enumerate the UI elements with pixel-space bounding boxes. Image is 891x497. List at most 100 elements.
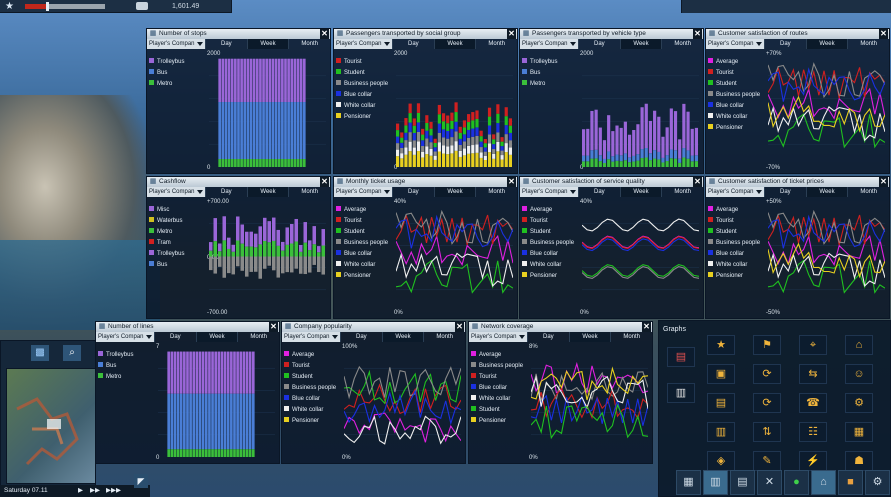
legend-item[interactable]: Bus [522, 68, 580, 79]
legend-item[interactable]: Student [471, 405, 529, 416]
legend-item[interactable]: Blue collar [336, 90, 394, 101]
legend-item[interactable]: Student [284, 372, 342, 383]
rating-knob[interactable] [46, 2, 49, 11]
legend-item[interactable]: Student [336, 68, 394, 79]
legend-item[interactable]: Average [336, 205, 394, 216]
company-select[interactable]: Player's Compan [706, 187, 764, 197]
legend-item[interactable]: Tourist [708, 68, 766, 79]
legend-item[interactable]: Business people [708, 238, 766, 249]
tab-week[interactable]: Week [246, 39, 289, 49]
legend-item[interactable]: Average [708, 205, 766, 216]
tab-day[interactable]: Day [392, 39, 434, 49]
close-icon[interactable]: ✕ [879, 177, 888, 187]
legend-item[interactable]: Trolleybus [522, 57, 580, 68]
graph-button-icon[interactable]: ⚡ [799, 451, 827, 471]
tab-month[interactable]: Month [610, 332, 652, 342]
tab-week[interactable]: Week [619, 187, 662, 197]
vehicle-icon[interactable]: ● [784, 470, 809, 495]
legend-item[interactable]: Bus [149, 68, 207, 79]
graph-button-icon[interactable]: ✎ [753, 451, 781, 471]
graph-button-icon[interactable]: ▥ [707, 422, 735, 442]
map-toggle-icon[interactable]: ▩ [31, 345, 49, 361]
graph-button-icon[interactable]: ⌖ [799, 335, 827, 355]
tab-month[interactable]: Month [288, 39, 330, 49]
legend-item[interactable]: Student [708, 227, 766, 238]
legend-item[interactable]: Misc [149, 205, 207, 216]
legend-item[interactable]: White collar [336, 101, 394, 112]
tab-day[interactable]: Day [578, 39, 620, 49]
briefcase-icon[interactable]: ■ [838, 470, 863, 495]
legend-item[interactable]: Blue collar [336, 249, 394, 260]
company-select[interactable]: Player's Compan [469, 332, 527, 342]
graph-button-icon[interactable]: ☷ [799, 422, 827, 442]
close-icon[interactable]: ✕ [693, 177, 702, 187]
company-select[interactable]: Player's Compan [520, 187, 578, 197]
graph-button-icon[interactable]: ☗ [845, 451, 873, 471]
tab-day[interactable]: Day [527, 332, 569, 342]
tab-day[interactable]: Day [205, 39, 247, 49]
minimap[interactable] [6, 368, 96, 484]
settings-icon[interactable]: ⚙ [865, 470, 890, 495]
legend-item[interactable]: White collar [471, 394, 529, 405]
legend-item[interactable]: Blue collar [708, 249, 766, 260]
close-icon[interactable]: ✕ [642, 322, 651, 332]
tab-day[interactable]: Day [154, 332, 196, 342]
legend-item[interactable]: Average [522, 205, 580, 216]
play-icon[interactable]: ▶ [78, 487, 83, 494]
close-icon[interactable]: ✕ [269, 322, 278, 332]
company-select[interactable]: Player's Compan [520, 39, 578, 49]
legend-item[interactable]: Metro [98, 372, 156, 383]
graph-button-icon[interactable]: ☎ [799, 393, 827, 413]
graph-button-icon[interactable]: ⌂ [845, 335, 873, 355]
legend-item[interactable]: Average [471, 350, 529, 361]
tab-week[interactable]: Week [246, 187, 289, 197]
graph-side-icon[interactable]: ▤ [667, 347, 695, 367]
close-icon[interactable]: ✕ [879, 29, 888, 39]
tab-month[interactable]: Month [847, 39, 889, 49]
legend-item[interactable]: Trolleybus [149, 249, 207, 260]
zoom-icon[interactable]: ⌕ [63, 345, 81, 361]
tab-day[interactable]: Day [764, 187, 806, 197]
panel-title[interactable]: ▦ Network coverage [469, 322, 652, 332]
graph-button-icon[interactable]: ⇆ [799, 364, 827, 384]
legend-item[interactable]: Pensioner [708, 271, 766, 282]
tab-week[interactable]: Week [568, 332, 611, 342]
legend-item[interactable]: Metro [149, 79, 207, 90]
graph-button-icon[interactable]: ⇅ [753, 422, 781, 442]
panel-title[interactable]: ▦ Customer satisfaction of ticket prices [706, 177, 889, 187]
tab-month[interactable]: Month [661, 187, 703, 197]
tab-month[interactable]: Month [847, 187, 889, 197]
legend-item[interactable]: White collar [708, 260, 766, 271]
close-icon[interactable]: ✕ [693, 29, 702, 39]
tab-week[interactable]: Week [805, 39, 848, 49]
panel-title[interactable]: ▦ Cashflow [147, 177, 330, 187]
graph-button-icon[interactable]: ⚑ [753, 335, 781, 355]
fastest-forward-icon[interactable]: ▶▶▶ [106, 487, 121, 494]
tab-month[interactable]: Month [475, 187, 517, 197]
legend-item[interactable]: White collar [522, 260, 580, 271]
tab-week[interactable]: Week [619, 39, 662, 49]
tab-month[interactable]: Month [475, 39, 517, 49]
panel-title[interactable]: ▦ Customer satisfaction of routes [706, 29, 889, 39]
legend-item[interactable]: Business people [336, 79, 394, 90]
graph-button-icon[interactable]: ★ [707, 335, 735, 355]
graph-button-icon[interactable]: ⚙ [845, 393, 873, 413]
legend-item[interactable]: Blue collar [522, 249, 580, 260]
legend-item[interactable]: Bus [98, 361, 156, 372]
legend-item[interactable]: Tram [149, 238, 207, 249]
legend-item[interactable]: Business people [284, 383, 342, 394]
legend-item[interactable]: Tourist [336, 57, 394, 68]
legend-item[interactable]: Tourist [284, 361, 342, 372]
stats-icon[interactable]: ▦ [676, 470, 701, 495]
tab-week[interactable]: Week [433, 39, 476, 49]
panel-title[interactable]: ▦ Customer satisfaction of service qualit… [520, 177, 703, 187]
close-icon[interactable]: ✕ [507, 177, 516, 187]
legend-item[interactable]: Blue collar [284, 394, 342, 405]
tab-month[interactable]: Month [237, 332, 279, 342]
graph-button-icon[interactable]: ▤ [707, 393, 735, 413]
legend-item[interactable]: Metro [149, 227, 207, 238]
legend-item[interactable]: Pensioner [284, 416, 342, 427]
legend-item[interactable]: Average [284, 350, 342, 361]
company-select[interactable]: Player's Compan [334, 187, 392, 197]
graph-button-icon[interactable]: ⟳ [753, 364, 781, 384]
